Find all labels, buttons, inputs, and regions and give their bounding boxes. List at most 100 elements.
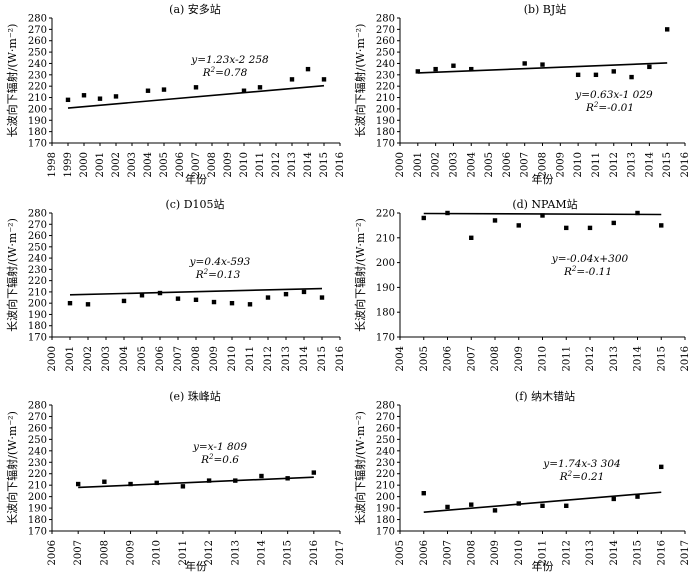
x-tick-label: 2016 <box>309 540 320 565</box>
x-tick-label: 2017 <box>335 540 346 565</box>
x-tick-label: 2000 <box>395 152 406 177</box>
trend-equation: y=1.74x-3 304 <box>542 458 620 470</box>
x-tick-label: 2011 <box>538 540 549 565</box>
chart-panel: (f) 纳木错站 17018019020021022023024025026027… <box>353 389 691 573</box>
data-point <box>305 66 311 72</box>
data-point <box>180 484 186 489</box>
x-axis-label: 年份 <box>532 559 554 573</box>
data-point <box>102 479 107 484</box>
chart-title: (d) NPAM站 <box>512 197 577 211</box>
y-tick-label: 270 <box>28 412 47 423</box>
y-tick-label: 210 <box>376 233 395 244</box>
r-squared-label: R2=0.78 <box>202 66 248 79</box>
x-tick-label: 2002 <box>431 152 442 177</box>
y-tick-label: 200 <box>376 258 395 269</box>
y-tick-label: 230 <box>376 70 395 81</box>
chart-title: (f) 纳木错站 <box>515 389 575 403</box>
y-tick-label: 270 <box>28 25 47 36</box>
y-tick-label: 200 <box>376 104 395 115</box>
x-tick-label: 2016 <box>335 346 346 371</box>
y-tick-label: 220 <box>28 469 47 480</box>
y-tick-label: 240 <box>376 59 395 70</box>
x-tick-label: 2011 <box>178 540 189 565</box>
x-tick-label: 2004 <box>143 152 154 177</box>
y-tick-label: 170 <box>28 139 47 150</box>
x-tick-label: 2013 <box>609 346 620 371</box>
y-tick-label: 280 <box>376 401 395 412</box>
x-tick-label: 2012 <box>609 152 620 177</box>
data-point <box>522 61 527 66</box>
data-point <box>611 496 616 502</box>
chart-panel: (e) 珠峰站 170180190200210220230240250260270… <box>5 389 346 573</box>
y-tick-label: 280 <box>28 401 47 412</box>
data-point <box>593 72 599 78</box>
y-axis-label: 长波向下辐射/(W·m⁻²) <box>5 24 19 138</box>
x-tick-label: 2012 <box>561 540 572 565</box>
y-tick-label: 260 <box>28 36 47 47</box>
y-tick-label: 210 <box>28 93 47 104</box>
x-tick-label: 2007 <box>520 152 531 177</box>
y-tick-label: 240 <box>28 59 47 70</box>
trend-line <box>78 476 314 489</box>
x-tick-label: 2009 <box>223 152 234 177</box>
x-tick-label: 2009 <box>555 152 566 177</box>
y-tick-label: 230 <box>28 70 47 81</box>
y-tick-label: 170 <box>376 527 395 538</box>
x-tick-label: 2013 <box>585 540 596 565</box>
y-tick-label: 220 <box>28 276 47 287</box>
y-tick-label: 170 <box>28 527 47 538</box>
y-tick-label: 270 <box>376 25 395 36</box>
y-axis-label: 长波向下辐射/(W·m⁻²) <box>353 411 367 525</box>
x-tick-label: 2002 <box>111 152 122 177</box>
x-axis-label: 年份 <box>185 172 207 186</box>
y-tick-label: 240 <box>28 254 47 265</box>
x-tick-label: 2009 <box>490 540 501 565</box>
y-tick-label: 220 <box>376 469 395 480</box>
y-tick-label: 190 <box>376 283 395 294</box>
chart-panel: (d) NPAM站 170 180 190 200 210 220 2004 2005 2006 2… <box>353 197 691 371</box>
data-point <box>445 210 450 216</box>
x-tick-label: 2006 <box>419 540 430 565</box>
data-point <box>433 66 438 72</box>
y-tick-label: 170 <box>376 139 395 150</box>
x-tick-label: 2009 <box>209 346 220 371</box>
data-point <box>97 96 103 101</box>
data-point <box>65 97 71 103</box>
x-tick-label: 2005 <box>395 540 406 565</box>
y-tick-label: 180 <box>28 515 47 526</box>
trend-equation: y=1.23x-2 258 <box>190 54 269 66</box>
data-point <box>206 478 212 483</box>
y-tick-label: 180 <box>28 321 47 332</box>
r-squared-label: R2=-0.11 <box>563 265 612 278</box>
r-squared-label: R2=0.21 <box>559 470 605 483</box>
data-point <box>659 223 664 228</box>
data-point <box>415 69 421 74</box>
data-point <box>193 297 199 302</box>
x-tick-label: 2005 <box>159 152 170 177</box>
data-point <box>81 93 87 98</box>
chart-panel: (a) 安多站 170180190200210220230240250260270… <box>5 2 346 186</box>
data-point <box>265 295 271 300</box>
y-tick-label: 180 <box>376 515 395 526</box>
y-tick-label: 260 <box>28 231 47 242</box>
x-tick-label: 2008 <box>490 346 501 371</box>
x-axis-label: 年份 <box>532 172 554 186</box>
r-squared-label: R2=0.13 <box>195 268 241 281</box>
data-point <box>445 504 450 510</box>
x-tick-label: 2011 <box>245 346 256 371</box>
trend-line <box>67 84 325 109</box>
data-point <box>469 235 474 240</box>
x-tick-label: 2010 <box>227 346 238 371</box>
data-point <box>67 300 73 306</box>
data-point <box>659 464 664 470</box>
trend-line <box>417 62 668 74</box>
x-tick-label: 2006 <box>502 152 513 177</box>
trend-line <box>69 287 323 296</box>
data-point <box>139 293 145 298</box>
data-point <box>635 494 640 499</box>
y-tick-label: 250 <box>28 435 47 446</box>
x-tick-label: 2015 <box>317 346 328 371</box>
x-tick-label: 2009 <box>514 346 525 371</box>
trend-equation: y=x-1 809 <box>192 441 247 453</box>
